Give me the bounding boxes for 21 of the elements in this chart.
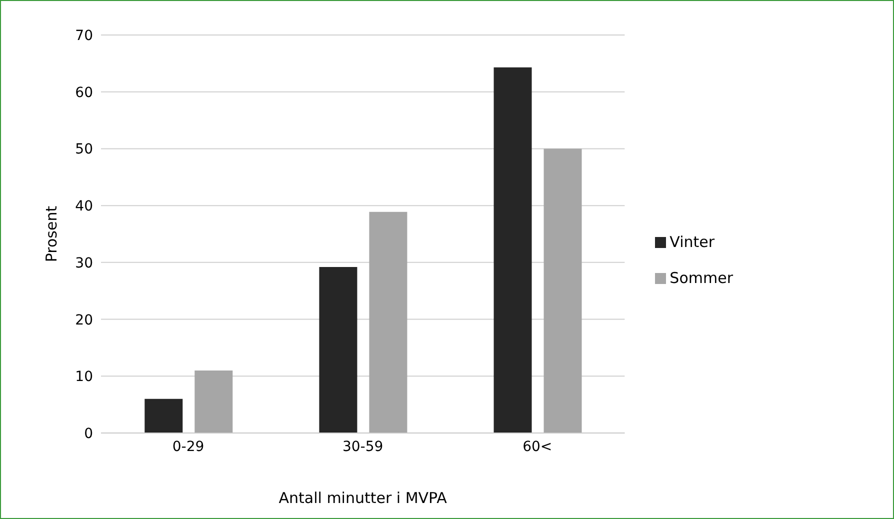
y-tick-label: 40 <box>75 198 93 215</box>
y-tick-label: 50 <box>75 142 93 158</box>
bar <box>194 370 233 433</box>
bar <box>494 67 532 433</box>
y-tick-label: 30 <box>75 255 93 272</box>
y-tick-label: 60 <box>75 84 93 101</box>
bar <box>144 398 183 433</box>
x-tick-label: 60< <box>522 438 552 455</box>
x-axis-title: Antall minutter i MVPA <box>278 489 448 507</box>
y-tick-label: 70 <box>75 28 93 44</box>
x-tick-label: 30-59 <box>342 438 384 455</box>
y-tick-label: 20 <box>75 312 93 328</box>
bar <box>369 212 408 433</box>
legend-label: Sommer <box>670 268 733 286</box>
y-tick-label: 0 <box>84 426 93 442</box>
y-tick-label: 10 <box>75 369 93 386</box>
x-tick-label: 0-29 <box>172 438 204 455</box>
y-axis-title: Prosent <box>42 206 60 262</box>
bar <box>544 148 582 433</box>
legend-label: Vinter <box>670 232 715 250</box>
bar <box>319 266 358 433</box>
